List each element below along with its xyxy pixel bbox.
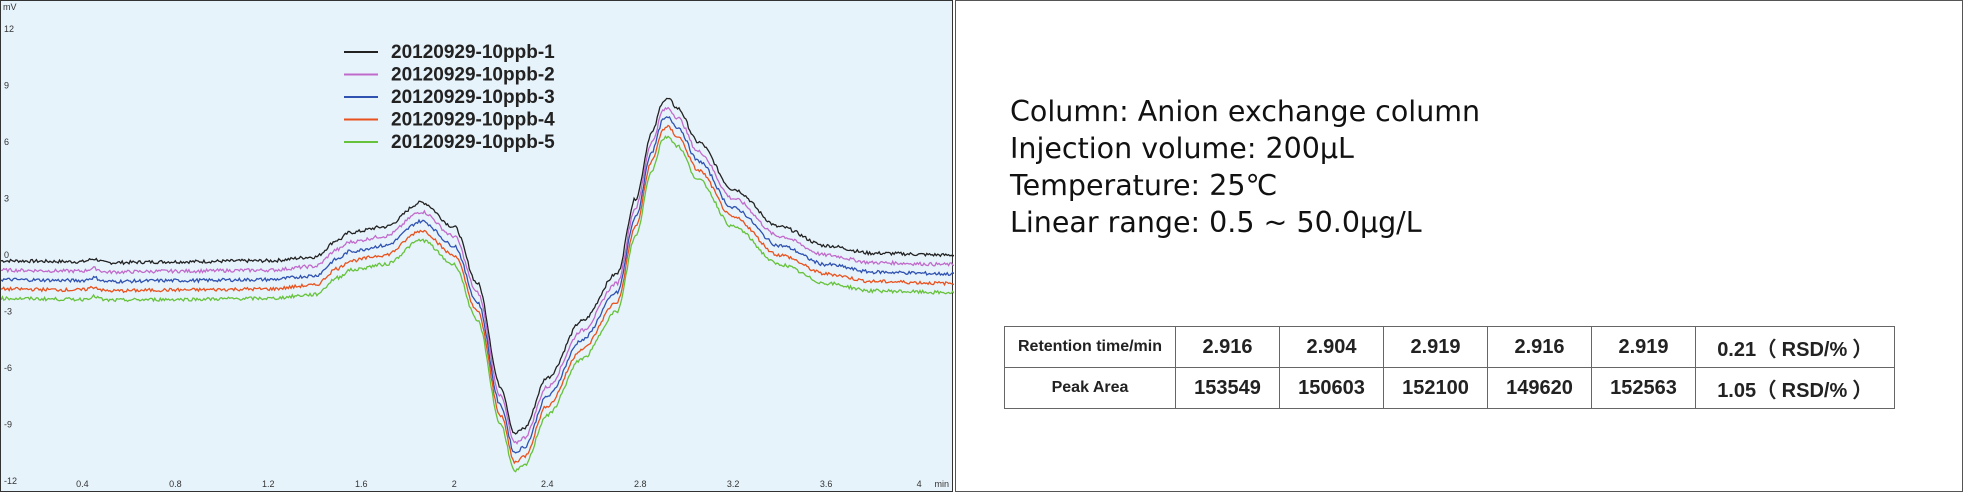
x-axis-unit-label: min (934, 479, 949, 489)
y-axis-unit-label: mV (3, 2, 17, 12)
x-tick-label: 2 (452, 479, 457, 489)
table-cell: 153549 (1175, 367, 1280, 409)
series-line-1 (1, 97, 954, 435)
series-line-5 (1, 135, 954, 473)
table-cell: 2.916 (1487, 326, 1592, 368)
series-line-4 (1, 124, 954, 465)
column-info: Column: Anion exchange column (1010, 95, 1481, 128)
x-tick-label: 0.4 (76, 479, 89, 489)
rsd-cell: 0.21（ RSD/% ） (1695, 326, 1895, 368)
legend-label: 20120929-10ppb-2 (391, 65, 555, 86)
temperature-info: Temperature: 25℃ (1010, 169, 1278, 202)
table-cell: 2.904 (1279, 326, 1384, 368)
legend-label: 20120929-10ppb-4 (391, 110, 555, 131)
table-cell: 2.916 (1175, 326, 1280, 368)
rsd-cell: 1.05（ RSD/% ） (1695, 367, 1895, 409)
table-cell: 152563 (1591, 367, 1696, 409)
linear-range-info: Linear range: 0.5 ~ 50.0μg/L (1010, 206, 1422, 239)
table-row-retention: Retention time/min 2.916 2.904 2.919 2.9… (1004, 326, 1895, 368)
x-tick-label: 2.8 (634, 479, 647, 489)
table-row-peak-area: Peak Area 153549 150603 152100 149620 15… (1004, 367, 1895, 409)
chromatogram-panel: mV 12 9 6 3 0 -3 -6 -9 -12 0.4 0.8 1.2 1.6 2 2.4 2.8 3.2 3… (0, 0, 954, 492)
table-cell: 2.919 (1591, 326, 1696, 368)
x-tick-label: 3.2 (727, 479, 740, 489)
y-tick-label: 12 (4, 24, 14, 34)
table-cell: 149620 (1487, 367, 1592, 409)
x-tick-label: 2.4 (541, 479, 554, 489)
results-table: Retention time/min 2.916 2.904 2.919 2.9… (1004, 326, 1895, 409)
series-line-2 (1, 106, 954, 445)
x-tick-label: 3.6 (820, 479, 833, 489)
method-conditions: Column: Anion exchange column Injection … (1010, 93, 1480, 241)
y-tick-label: 3 (4, 194, 9, 204)
series-line-3 (1, 116, 954, 454)
y-tick-label: -9 (4, 420, 12, 430)
y-tick-label: 0 (4, 250, 9, 260)
legend-label: 20120929-10ppb-5 (391, 132, 555, 153)
injection-volume-info: Injection volume: 200μL (1010, 132, 1354, 165)
legend-label: 20120929-10ppb-1 (391, 42, 555, 63)
method-info-panel: Column: Anion exchange column Injection … (955, 0, 1963, 492)
row-label-peak-area: Peak Area (1004, 367, 1176, 409)
table-cell: 2.919 (1383, 326, 1488, 368)
legend-label: 20120929-10ppb-3 (391, 87, 555, 108)
x-tick-label: 0.8 (169, 479, 182, 489)
y-tick-label: 6 (4, 137, 9, 147)
x-tick-label: 1.2 (262, 479, 275, 489)
y-tick-label: -3 (4, 307, 12, 317)
chromatogram-chart: mV 12 9 6 3 0 -3 -6 -9 -12 0.4 0.8 1.2 1.6 2 2.4 2.8 3.2 3… (1, 2, 954, 489)
x-tick-label: 1.6 (355, 479, 368, 489)
row-label-retention: Retention time/min (1004, 326, 1176, 368)
y-tick-label: -6 (4, 363, 12, 373)
y-tick-label: -12 (4, 476, 17, 486)
x-tick-label: 4 (917, 479, 922, 489)
table-cell: 150603 (1279, 367, 1384, 409)
y-tick-label: 9 (4, 81, 9, 91)
table-cell: 152100 (1383, 367, 1488, 409)
